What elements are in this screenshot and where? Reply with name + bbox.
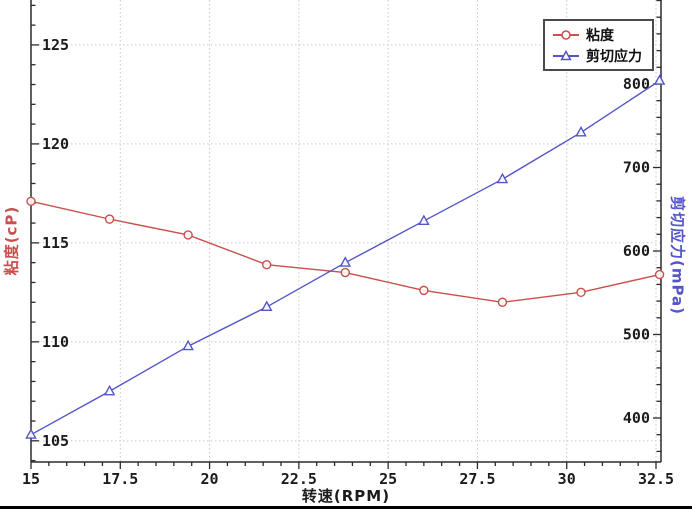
viscosity-marker: [262, 259, 272, 270]
left-axis-tick-label: 120: [42, 135, 69, 153]
viscosity-marker: [497, 297, 508, 307]
shear-stress-marker: [653, 74, 666, 85]
x-axis-tick-label: 20: [201, 470, 219, 488]
right-axis-tick-label: 400: [623, 409, 650, 427]
left-axis-tick-label: 115: [42, 234, 69, 252]
legend-label: 粘度: [586, 27, 614, 44]
shear-stress-marker: [339, 256, 352, 267]
legend-triangle-marker-icon: [553, 49, 579, 60]
legend-circle-marker-icon: [553, 29, 579, 40]
right-axis-tick-label: 600: [623, 242, 650, 260]
shear-stress-marker: [418, 214, 430, 226]
viscosity-marker: [26, 196, 36, 207]
legend-item: 剪切应力: [552, 45, 642, 66]
viscosity-marker: [104, 214, 115, 224]
legend: 粘度 剪切应力: [543, 19, 654, 71]
viscosity-line: [30, 200, 660, 303]
left-axis-title: 粘度(cP): [2, 205, 21, 276]
viscosity-marker: [419, 285, 429, 296]
bottom-separator: [0, 506, 692, 509]
viscosity-marker: [340, 267, 350, 278]
right-axis-tick-label: 700: [623, 158, 650, 176]
right-axis-title: 剪切应力(mPa): [668, 195, 687, 316]
shear-stress-marker: [575, 125, 587, 137]
legend-label: 剪切应力: [586, 48, 642, 65]
x-axis-tick-label: 15: [22, 470, 40, 488]
x-axis-tick-label: 22.5: [281, 470, 317, 488]
x-axis-tick-label: 17.5: [102, 470, 138, 488]
x-axis-title: 转速(RPM): [301, 487, 391, 505]
left-axis-tick-label: 125: [42, 36, 69, 54]
shear-stress-marker: [103, 384, 116, 396]
viscosity-marker: [654, 269, 665, 280]
left-axis-tick-label: 105: [42, 432, 69, 450]
x-axis-tick-label: 25: [379, 470, 397, 488]
viscosity-marker: [183, 230, 193, 240]
right-axis-tick-label: 500: [623, 325, 650, 343]
left-axis-tick-label: 110: [42, 333, 69, 351]
shear-stress-marker: [182, 339, 194, 351]
x-axis-tick-label: 30: [558, 470, 576, 488]
shear-stress-marker: [260, 300, 273, 312]
shear-stress-marker: [25, 428, 37, 439]
shear-stress-marker: [496, 172, 509, 184]
viscosity-marker: [576, 287, 586, 298]
x-axis-tick-label: 27.5: [459, 470, 495, 488]
right-axis-tick-label: 800: [623, 75, 650, 93]
legend-item: 粘度: [552, 24, 642, 45]
x-axis-tick-label: 32.5: [638, 470, 674, 488]
